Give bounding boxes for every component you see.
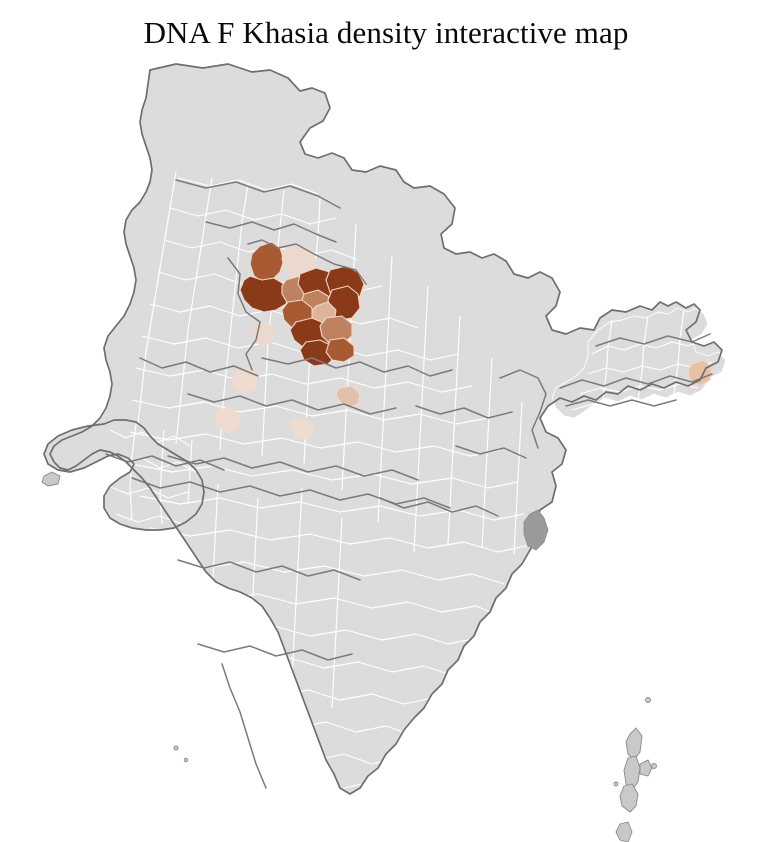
national-outline-group [43, 63, 723, 795]
state-line-wb-north [499, 369, 547, 449]
state-line-rajasthan [139, 357, 259, 377]
state-line-karnataka-tn [197, 643, 353, 661]
sundarbans-patch[interactable] [523, 509, 549, 551]
state-line-karnataka-north [177, 559, 361, 581]
state-line-assam-meghalaya [565, 399, 677, 407]
state-boundary-group [105, 179, 713, 789]
india-choropleth-map[interactable] [0, 58, 772, 842]
state-line-uttarakhand [247, 239, 367, 285]
andaman-island-south[interactable] [619, 783, 639, 813]
island-dot-c[interactable] [613, 781, 619, 787]
diu-coastal-patch[interactable] [41, 471, 61, 487]
state-line-kerala [221, 663, 267, 789]
state-line-mp-south [167, 455, 419, 481]
district-outlier-punjab[interactable] [251, 323, 275, 347]
little-andaman[interactable] [615, 821, 633, 842]
district-outlier-mp-north[interactable] [289, 417, 315, 441]
gujarat-outline [43, 419, 205, 531]
state-line-northeast [559, 373, 713, 389]
district-outlier-arunachal[interactable] [687, 359, 713, 387]
page-title: DNA F Khasia density interactive map [143, 15, 629, 50]
state-line-maharashtra [131, 477, 451, 509]
highlighted-districts-group [213, 241, 713, 441]
island-dot-a[interactable] [645, 697, 651, 703]
district-outlier-mp-central[interactable] [335, 385, 361, 409]
islands-group [173, 697, 657, 842]
district-outlier-mp-south[interactable] [213, 407, 241, 433]
state-line-punjab-haryana [227, 257, 261, 371]
island-dot-b[interactable] [651, 763, 657, 769]
andaman-island-east-spur[interactable] [639, 759, 653, 777]
district-north-cluster-n[interactable] [325, 337, 355, 363]
state-line-ap-odisha [379, 497, 499, 517]
state-line-jk [175, 179, 341, 209]
state-line-bihar-jharkhand [415, 405, 513, 419]
andaman-island-middle[interactable] [623, 755, 641, 791]
state-line-arunachal [595, 333, 711, 347]
lakshadweep-dot-b[interactable] [183, 757, 189, 763]
state-line-up [261, 357, 453, 377]
base-landmass-group [41, 63, 727, 795]
state-line-odisha-wb [455, 445, 527, 459]
map-container[interactable] [0, 58, 772, 842]
district-north-cluster-b[interactable] [239, 275, 291, 313]
andaman-island-north[interactable] [625, 727, 643, 761]
lakshadweep-dot-a[interactable] [173, 745, 179, 751]
northeast-states-base[interactable] [551, 307, 727, 419]
state-line-himachal [205, 221, 337, 243]
state-line-mp-north [187, 393, 397, 415]
